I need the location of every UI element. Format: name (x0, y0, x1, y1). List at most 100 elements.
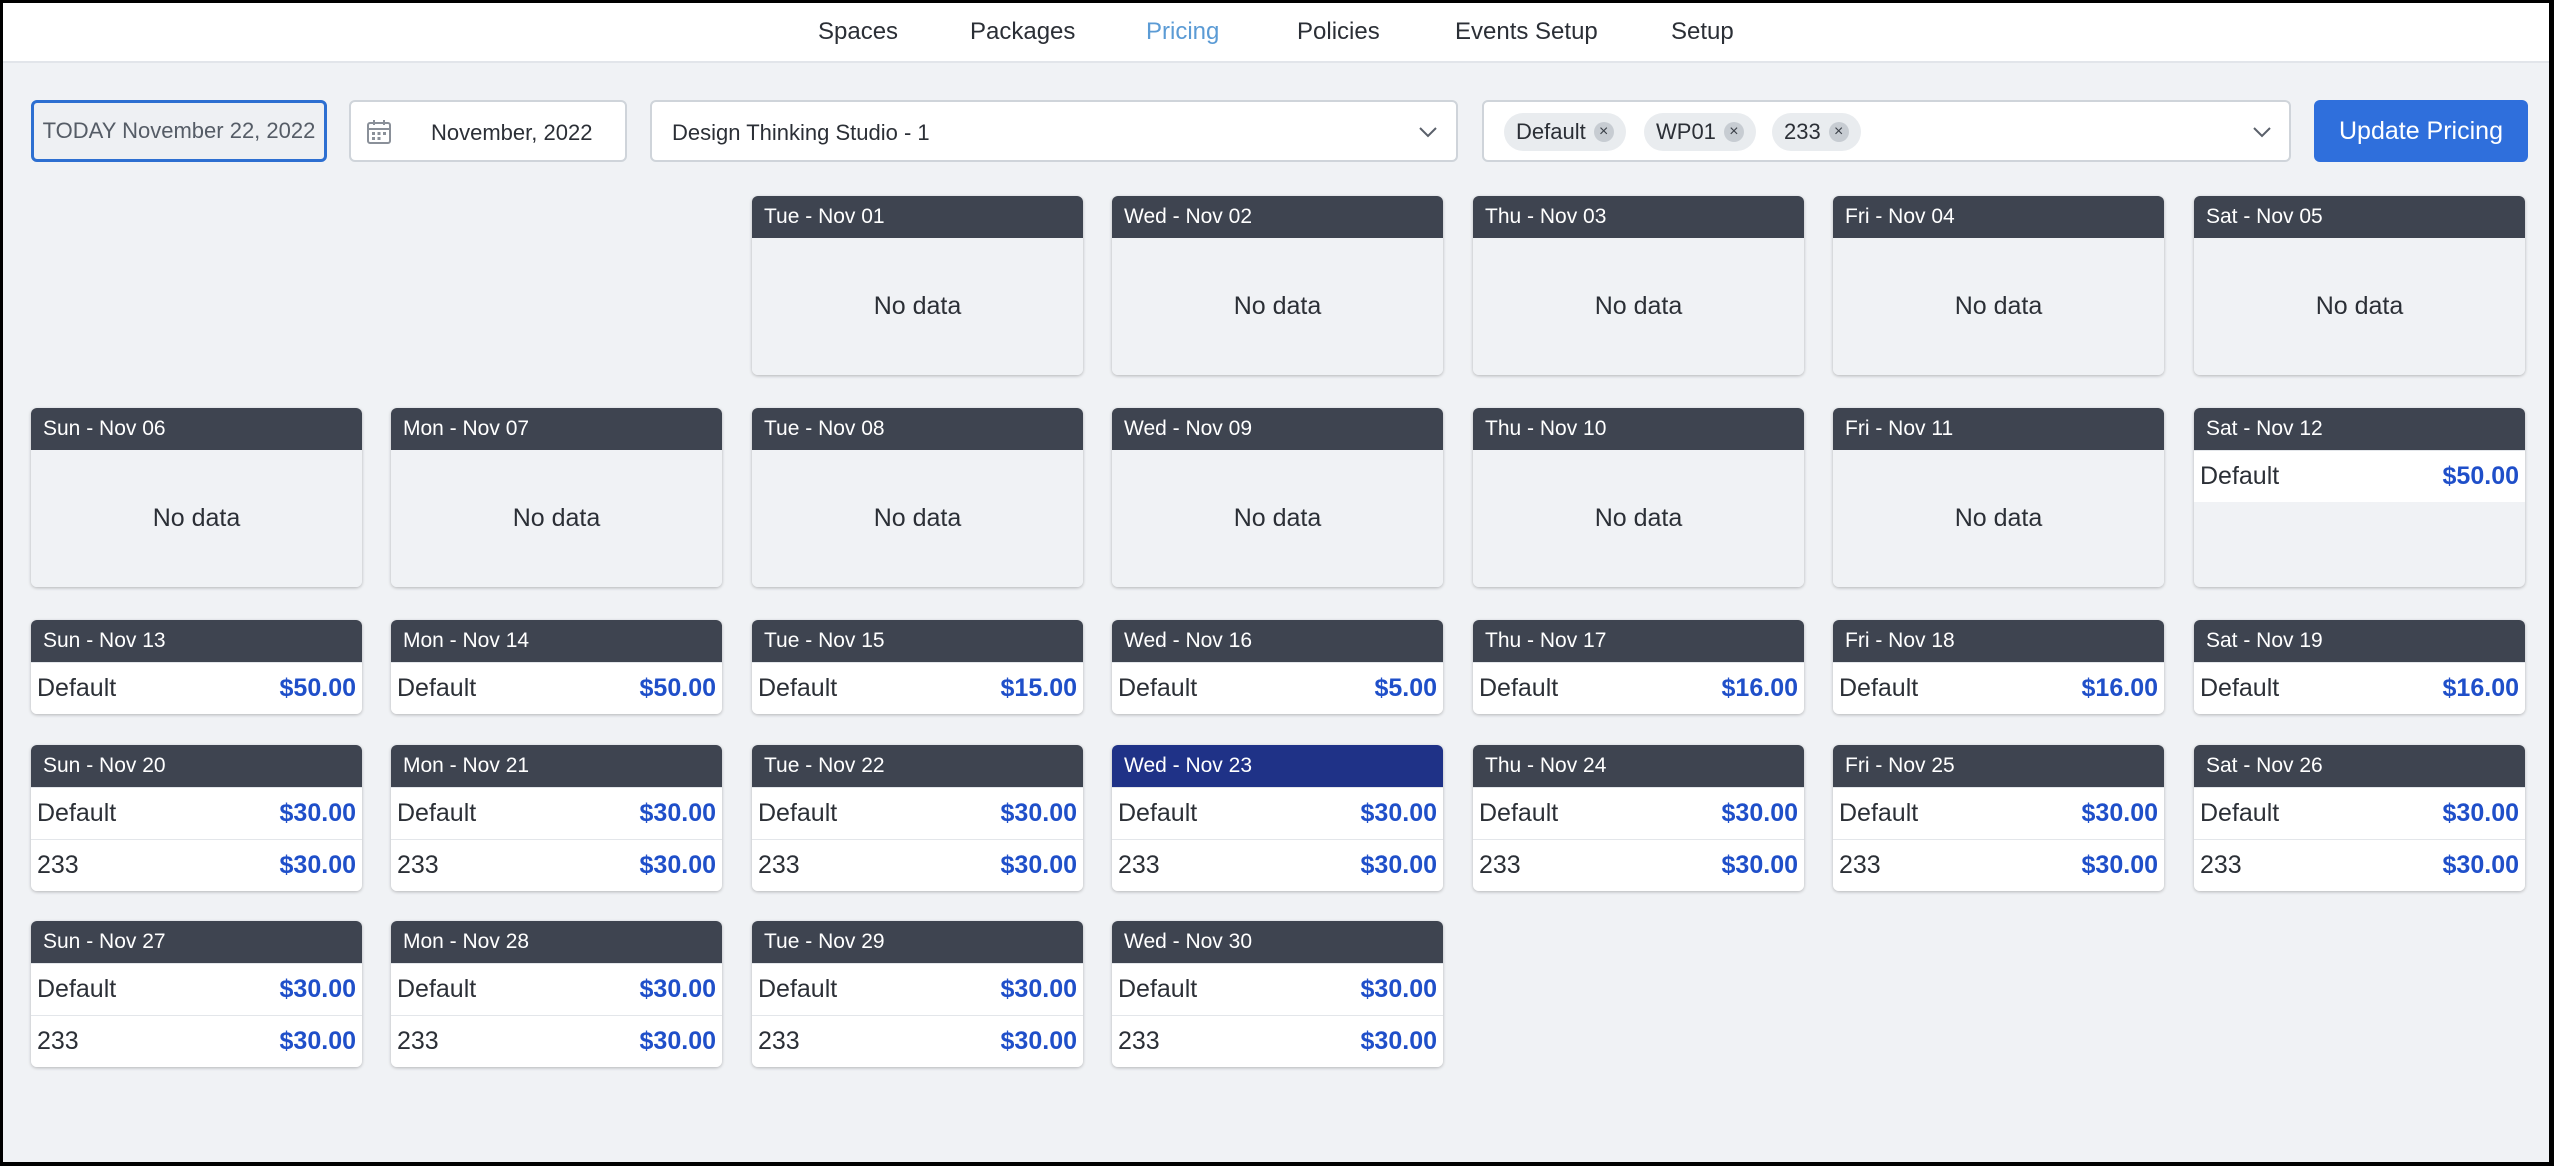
day-card[interactable]: Mon - Nov 28 Default $30.00 233 $30.00 (391, 921, 722, 1067)
price-value: $16.00 (2442, 674, 2519, 702)
price-row[interactable]: 233 $30.00 (31, 839, 362, 891)
price-row[interactable]: 233 $30.00 (1833, 839, 2164, 891)
price-row[interactable]: 233 $30.00 (752, 839, 1083, 891)
price-row[interactable]: Default $30.00 (1112, 787, 1443, 839)
remove-tag-icon[interactable]: × (1828, 122, 1849, 142)
day-card[interactable]: Tue - Nov 22 Default $30.00 233 $30.00 (752, 745, 1083, 891)
price-row[interactable]: 233 $30.00 (1112, 839, 1443, 891)
day-card[interactable]: Sun - Nov 13 Default $50.00 (31, 620, 362, 714)
day-card[interactable]: Mon - Nov 14 Default $50.00 (391, 620, 722, 714)
nav-packages[interactable]: Packages (970, 18, 1076, 45)
price-row[interactable]: Default $30.00 (31, 787, 362, 839)
price-value: $30.00 (639, 851, 716, 879)
price-value: $30.00 (639, 1027, 716, 1055)
no-data-label: No data (31, 450, 362, 587)
price-value: $30.00 (1360, 1027, 1437, 1055)
price-row[interactable]: Default $16.00 (1473, 662, 1804, 714)
day-card[interactable]: Sat - Nov 26 Default $30.00 233 $30.00 (2194, 745, 2525, 891)
day-card[interactable]: Fri - Nov 18 Default $16.00 (1833, 620, 2164, 714)
remove-tag-icon[interactable]: × (1723, 122, 1744, 142)
day-card[interactable]: Tue - Nov 29 Default $30.00 233 $30.00 (752, 921, 1083, 1067)
price-row[interactable]: Default $16.00 (1833, 662, 2164, 714)
day-header: Mon - Nov 14 (391, 620, 722, 662)
chevron-down-icon[interactable] (1418, 126, 1438, 138)
nav-events-setup[interactable]: Events Setup (1455, 18, 1598, 45)
day-header: Thu - Nov 10 (1473, 408, 1804, 450)
day-card[interactable]: Fri - Nov 11 No data (1833, 408, 2164, 587)
day-card[interactable]: Thu - Nov 03 No data (1473, 196, 1804, 375)
day-card[interactable]: Sat - Nov 12 Default $50.00 (2194, 408, 2525, 587)
day-card[interactable]: Wed - Nov 09 No data (1112, 408, 1443, 587)
day-card[interactable]: Fri - Nov 25 Default $30.00 233 $30.00 (1833, 745, 2164, 891)
day-card[interactable]: Thu - Nov 17 Default $16.00 (1473, 620, 1804, 714)
price-name: Default (1118, 674, 1198, 702)
day-card[interactable]: Wed - Nov 30 Default $30.00 233 $30.00 (1112, 921, 1443, 1067)
price-row[interactable]: Default $5.00 (1112, 662, 1443, 714)
price-row[interactable]: Default $30.00 (1833, 787, 2164, 839)
day-card[interactable]: Wed - Nov 02 No data (1112, 196, 1443, 375)
day-card[interactable]: Sun - Nov 20 Default $30.00 233 $30.00 (31, 745, 362, 891)
price-row[interactable]: Default $30.00 (752, 963, 1083, 1015)
price-row[interactable]: Default $30.00 (1112, 963, 1443, 1015)
nav-policies[interactable]: Policies (1297, 18, 1380, 45)
day-card[interactable]: Tue - Nov 08 No data (752, 408, 1083, 587)
tag-select[interactable]: Default × WP01 × 233 × (1482, 100, 2291, 162)
month-picker[interactable]: November, 2022 (349, 100, 627, 162)
price-value: $30.00 (1000, 851, 1077, 879)
space-select[interactable]: Design Thinking Studio - 1 (650, 100, 1458, 162)
day-card[interactable]: Fri - Nov 04 No data (1833, 196, 2164, 375)
day-card[interactable]: Mon - Nov 21 Default $30.00 233 $30.00 (391, 745, 722, 891)
price-value: $30.00 (279, 851, 356, 879)
price-value: $30.00 (1360, 975, 1437, 1003)
price-row[interactable]: Default $30.00 (2194, 787, 2525, 839)
price-value: $50.00 (2442, 462, 2519, 490)
day-card[interactable]: Thu - Nov 24 Default $30.00 233 $30.00 (1473, 745, 1804, 891)
tag-chip: 233 × (1772, 113, 1861, 151)
remove-tag-icon[interactable]: × (1593, 122, 1614, 142)
nav-spaces[interactable]: Spaces (818, 18, 899, 45)
today-button[interactable]: TODAY November 22, 2022 (31, 100, 327, 162)
price-value: $30.00 (1721, 851, 1798, 879)
price-row[interactable]: Default $30.00 (391, 787, 722, 839)
price-row[interactable]: 233 $30.00 (1473, 839, 1804, 891)
price-value: $30.00 (279, 799, 356, 827)
price-row[interactable]: 233 $30.00 (391, 839, 722, 891)
price-row[interactable]: 233 $30.00 (31, 1015, 362, 1067)
price-row[interactable]: Default $50.00 (391, 662, 722, 714)
price-row[interactable]: Default $15.00 (752, 662, 1083, 714)
price-value: $30.00 (639, 799, 716, 827)
price-row[interactable]: Default $50.00 (2194, 450, 2525, 502)
price-row[interactable]: Default $30.00 (752, 787, 1083, 839)
price-value: $30.00 (2081, 851, 2158, 879)
price-row[interactable]: 233 $30.00 (391, 1015, 722, 1067)
day-card[interactable]: Tue - Nov 01 No data (752, 196, 1083, 375)
tag-label: WP01 (1656, 119, 1716, 144)
day-card[interactable]: Sun - Nov 06 No data (31, 408, 362, 587)
price-row[interactable]: Default $30.00 (391, 963, 722, 1015)
day-card[interactable]: Wed - Nov 16 Default $5.00 (1112, 620, 1443, 714)
price-value: $50.00 (279, 674, 356, 702)
price-row[interactable]: 233 $30.00 (2194, 839, 2525, 891)
update-pricing-button[interactable]: Update Pricing (2314, 100, 2528, 162)
nav-pricing[interactable]: Pricing (1146, 18, 1220, 45)
price-name: 233 (37, 1027, 79, 1055)
day-card[interactable]: Sat - Nov 19 Default $16.00 (2194, 620, 2525, 714)
day-card[interactable]: Sun - Nov 27 Default $30.00 233 $30.00 (31, 921, 362, 1067)
price-row[interactable]: Default $30.00 (31, 963, 362, 1015)
price-row[interactable]: 233 $30.00 (1112, 1015, 1443, 1067)
day-card[interactable]: Thu - Nov 10 No data (1473, 408, 1804, 587)
price-row[interactable]: Default $30.00 (1473, 787, 1804, 839)
day-card[interactable]: Wed - Nov 23 Default $30.00 233 $30.00 (1112, 745, 1443, 891)
price-row[interactable]: 233 $30.00 (752, 1015, 1083, 1067)
chevron-down-icon[interactable] (2252, 126, 2272, 138)
price-row[interactable]: Default $50.00 (31, 662, 362, 714)
nav-setup[interactable]: Setup (1671, 18, 1734, 45)
price-name: Default (397, 975, 477, 1003)
month-value: November, 2022 (431, 120, 593, 145)
price-row[interactable]: Default $16.00 (2194, 662, 2525, 714)
day-card[interactable]: Sat - Nov 05 No data (2194, 196, 2525, 375)
no-data-label: No data (1833, 238, 2164, 375)
day-card[interactable]: Mon - Nov 07 No data (391, 408, 722, 587)
day-card[interactable]: Tue - Nov 15 Default $15.00 (752, 620, 1083, 714)
no-data-label: No data (1473, 450, 1804, 587)
